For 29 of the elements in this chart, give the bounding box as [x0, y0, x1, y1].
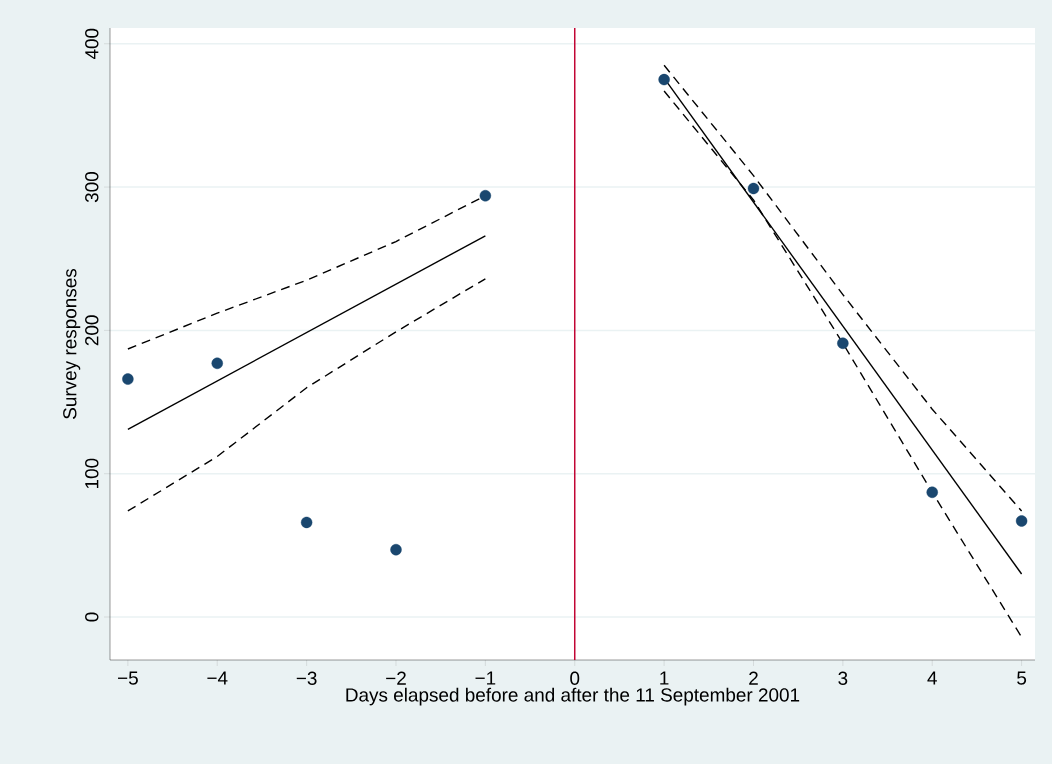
- x-tick-label: −5: [118, 671, 138, 685]
- x-tick-label: 0: [570, 671, 580, 685]
- x-tick-label: 4: [927, 671, 937, 685]
- point: [479, 189, 492, 202]
- x-tick-label: −3: [296, 671, 317, 685]
- y-tick-label: 0: [85, 612, 99, 622]
- point: [747, 182, 760, 195]
- point: [926, 486, 938, 499]
- y-tick-label: 200: [85, 315, 99, 346]
- point: [211, 357, 223, 370]
- x-tick-label: 1: [660, 671, 669, 685]
- point: [300, 516, 313, 529]
- x-tick-label: 3: [838, 671, 848, 685]
- point: [837, 337, 849, 349]
- y-tick-label: 100: [85, 458, 99, 489]
- point: [658, 73, 670, 86]
- x-tick-label: −1: [475, 671, 496, 685]
- line-series: [127, 278, 487, 512]
- point: [390, 543, 402, 556]
- y-tick-label: 300: [85, 172, 99, 203]
- x-tick-label: 2: [749, 671, 758, 685]
- y-tick-label: 400: [85, 28, 99, 60]
- x-tick-label: 5: [1017, 671, 1027, 685]
- y-axis-title: Survey responses: [63, 268, 81, 419]
- point: [122, 373, 134, 385]
- x-axis-title: Days elapsed before and after the 11 September 2001: [346, 687, 800, 706]
- x-tick-label: −4: [207, 671, 228, 685]
- point: [1015, 515, 1028, 527]
- x-tick-label: −2: [386, 671, 406, 685]
